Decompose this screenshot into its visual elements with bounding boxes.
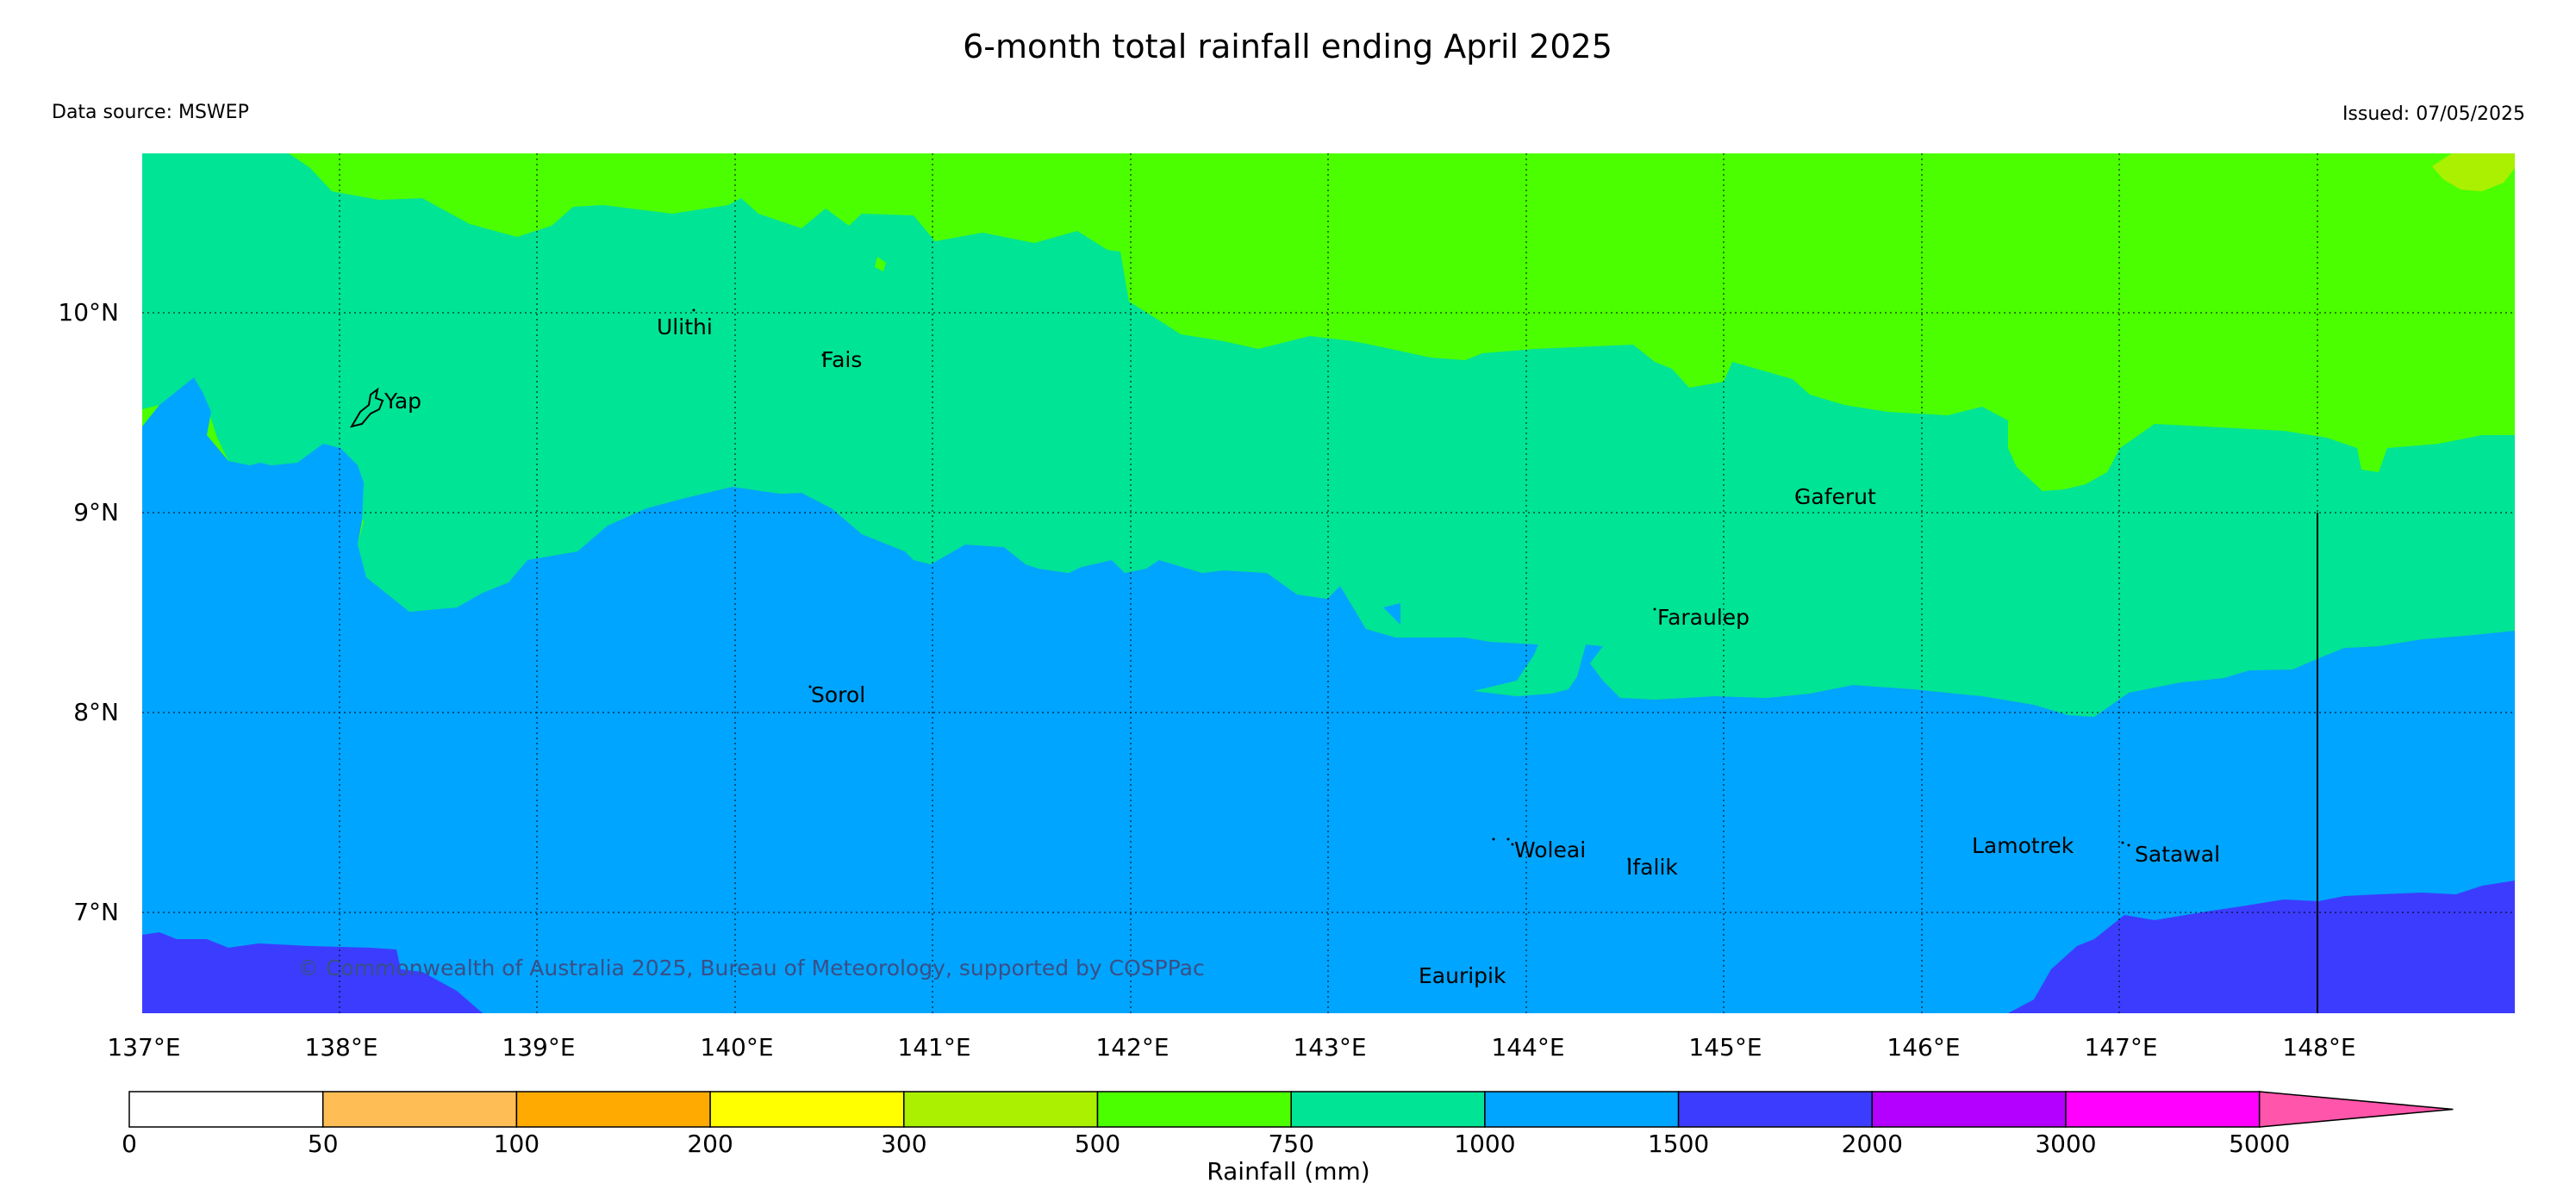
place-label: Yap xyxy=(384,389,421,414)
colorbar-tick-label: 300 xyxy=(881,1130,926,1158)
place-label: Satawal xyxy=(2135,842,2220,867)
lon-label: 145°E xyxy=(1688,1033,1762,1061)
colorbar-tick-label: 3000 xyxy=(2035,1130,2096,1158)
colorbar-tick-label: 100 xyxy=(494,1130,540,1158)
lat-label: 8°N xyxy=(73,698,119,726)
island-markers xyxy=(692,308,2130,861)
colorbar-segment xyxy=(709,1091,905,1128)
rainfall-zone-1500-2000-east xyxy=(2008,881,2515,1013)
copyright-notice: © Commonwealth of Australia 2025, Bureau… xyxy=(297,956,1205,980)
colorbar-segment xyxy=(2065,1091,2261,1128)
lat-label: 10°N xyxy=(58,298,119,327)
lon-label: 147°E xyxy=(2084,1033,2157,1061)
lon-label: 141°E xyxy=(897,1033,970,1061)
place-label: Faraulep xyxy=(1657,605,1750,630)
lon-label: 140°E xyxy=(700,1033,773,1061)
longitude-labels: 137°E 138°E 139°E 140°E 141°E 142°E 143°… xyxy=(107,1033,2355,1061)
place-label: Ulithi xyxy=(657,314,713,339)
colorbar-tick-label: 500 xyxy=(1075,1130,1120,1158)
lon-label: 138°E xyxy=(304,1033,377,1061)
lon-label: 148°E xyxy=(2282,1033,2355,1061)
place-label: Sorol xyxy=(811,682,865,707)
colorbar-extend-arrow xyxy=(2258,1091,2454,1128)
colorbar-tick-label: 750 xyxy=(1268,1130,1313,1158)
lon-label: 143°E xyxy=(1293,1033,1366,1061)
colorbar-tick-label: 1000 xyxy=(1454,1130,1515,1158)
colorbar-title: Rainfall (mm) xyxy=(1207,1157,1369,1186)
place-label: Gaferut xyxy=(1794,484,1876,509)
lon-label: 137°E xyxy=(107,1033,180,1061)
place-label: Woleai xyxy=(1514,837,1586,862)
colorbar-segment xyxy=(1871,1091,2067,1128)
map-title: 6-month total rainfall ending April 2025 xyxy=(963,28,1612,65)
colorbar-tick-label: 0 xyxy=(122,1130,137,1158)
place-label: Lamotrek xyxy=(1972,833,2074,858)
colorbar-segment xyxy=(1484,1091,1680,1128)
colorbar: 0 50 100 200 300 500 750 1000 1500 2000 3000 5000 R… xyxy=(122,1091,2454,1186)
colorbar-segment xyxy=(515,1091,711,1128)
colorbar-tick-label: 5000 xyxy=(2229,1130,2290,1158)
rainfall-zone-1500-2000-west xyxy=(142,932,483,1013)
issued-date-label: Issued: 07/05/2025 xyxy=(2342,103,2525,125)
place-label: Fais xyxy=(821,347,862,372)
lon-label: 142°E xyxy=(1095,1033,1169,1061)
place-label: Eauripik xyxy=(1419,963,1506,988)
place-labels: Ulithi Fais Yap Gaferut Faraulep Sorol W… xyxy=(384,314,2220,988)
colorbar-segment xyxy=(128,1091,324,1128)
latitude-labels: 10°N 9°N 8°N 7°N xyxy=(58,298,119,926)
colorbar-segment xyxy=(1677,1091,1874,1128)
colorbar-tick-label: 1500 xyxy=(1648,1130,1709,1158)
colorbar-segment xyxy=(1290,1091,1486,1128)
colorbar-tick-label: 50 xyxy=(308,1130,339,1158)
colorbar-segment xyxy=(903,1091,1099,1128)
lat-label: 9°N xyxy=(73,498,119,526)
lon-label: 146°E xyxy=(1887,1033,1960,1061)
colorbar-segment xyxy=(321,1091,518,1128)
place-label: Ifalik xyxy=(1626,855,1678,880)
lon-label: 144°E xyxy=(1491,1033,1564,1061)
colorbar-segment xyxy=(1096,1091,1292,1128)
data-source-label: Data source: MSWEP xyxy=(52,102,249,123)
rainfall-zone-300-500 xyxy=(2432,153,2515,191)
colorbar-tick-label: 200 xyxy=(687,1130,733,1158)
yap-island-outline xyxy=(349,387,384,428)
map-area: Ulithi Fais Yap Gaferut Faraulep Sorol W… xyxy=(142,153,2515,1013)
lon-label: 139°E xyxy=(502,1033,575,1061)
lat-label: 7°N xyxy=(73,898,119,926)
colorbar-tick-label: 2000 xyxy=(1842,1130,1903,1158)
